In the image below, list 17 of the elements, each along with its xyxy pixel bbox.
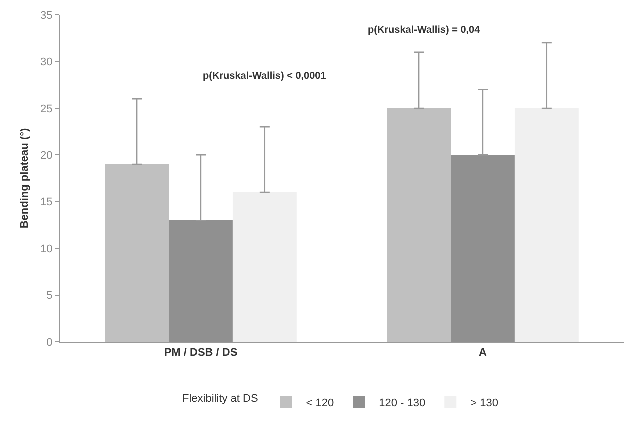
legend-label: 120 - 130 [379,398,426,410]
annotation: p(Kruskal-Wallis) < 0,0001 [203,71,327,82]
y-tick-label: 15 [40,196,53,209]
y-tick-label: 35 [40,10,53,22]
y-tick-label: 10 [40,243,53,256]
legend-label: > 130 [470,398,498,410]
legend-label: < 120 [306,398,334,410]
x-tick-label: PM / DSB / DS [164,347,238,360]
y-tick-label: 30 [40,56,53,69]
y-tick-label: 5 [46,290,53,302]
y-axis-title: Bending plateau (°) [19,128,31,229]
y-tick-label: 25 [40,103,53,116]
y-tick-label: 0 [46,336,53,349]
x-tick-label: A [479,347,488,360]
y-tick-label: 20 [40,150,53,162]
annotation: p(Kruskal-Wallis) = 0,04 [368,25,481,36]
legend-title: Flexibility at DS [182,393,258,406]
